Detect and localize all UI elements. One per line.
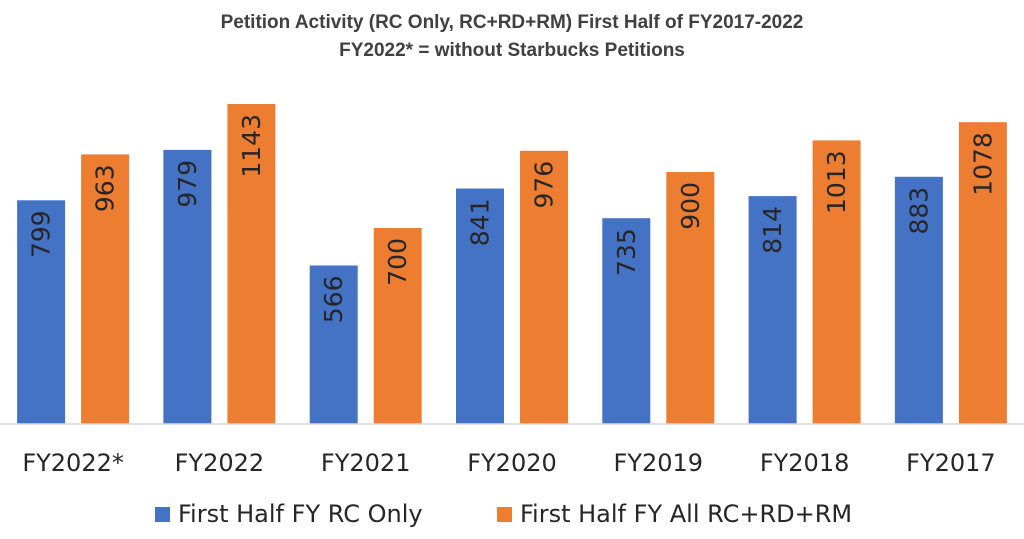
bar-fy2018-series-2 [812, 140, 861, 424]
bar-fy2020-series-1 [456, 188, 504, 424]
chart-title: Petition Activity (RC Only, RC+RD+RM) Fi… [221, 12, 804, 33]
bar-fy2019-series-2 [666, 172, 715, 424]
data-label-fy2022-series-2: 1143 [237, 114, 266, 178]
data-label-fy2022-star-series-1: 799 [27, 210, 56, 258]
x-tick-label: FY2022* [22, 449, 124, 477]
data-label-fy2020-series-1: 841 [466, 199, 495, 247]
x-tick-labels-group: FY2022* FY2022 FY2021 FY2020 FY2019 FY2018 FY2… [22, 449, 995, 477]
data-labels-group: 799 963 979 1143 566 700 841 976 735 900 814 1013 88… [27, 114, 998, 323]
bar-fy2017-series-2 [958, 122, 1007, 424]
data-label-fy2018-series-2: 1013 [822, 150, 851, 214]
bar-fy2018-series-1 [748, 196, 797, 424]
legend-swatch-series-2 [497, 507, 512, 522]
bar-fy2022-series-1 [163, 149, 212, 424]
chart-subtitle: FY2022* = without Starbucks Petitions [339, 40, 685, 61]
data-label-fy2017-series-1: 883 [904, 187, 933, 235]
data-label-fy2022-series-1: 979 [173, 160, 202, 208]
data-label-fy2022-star-series-2: 963 [91, 164, 120, 212]
x-tick-label: FY2022 [175, 449, 265, 477]
bars-group [17, 104, 1007, 425]
bar-fy2017-series-1 [894, 176, 943, 424]
bar-fy2022-star-series-2 [81, 154, 130, 424]
legend: First Half FY RC Only First Half FY All R… [155, 500, 852, 528]
data-label-fy2019-series-2: 900 [676, 182, 705, 230]
bar-fy2019-series-1 [602, 218, 651, 424]
x-tick-label: FY2019 [614, 449, 704, 477]
x-tick-label: FY2021 [321, 449, 411, 477]
bar-fy2021-series-1 [309, 265, 358, 424]
bar-fy2022-series-2 [227, 104, 276, 424]
x-tick-label: FY2017 [906, 449, 996, 477]
data-label-fy2018-series-1: 814 [758, 206, 787, 254]
x-tick-label: FY2020 [467, 449, 557, 477]
bar-fy2022-star-series-1 [17, 200, 66, 424]
data-label-fy2021-series-2: 700 [383, 238, 412, 286]
bar-fy2020-series-2 [520, 150, 568, 425]
legend-label-series-2: First Half FY All RC+RD+RM [520, 500, 852, 528]
data-label-fy2020-series-2: 976 [530, 161, 559, 209]
data-label-fy2019-series-1: 735 [612, 228, 641, 276]
data-label-fy2021-series-1: 566 [319, 276, 348, 324]
data-label-fy2017-series-2: 1078 [968, 132, 997, 196]
x-tick-label: FY2018 [760, 449, 850, 477]
legend-swatch-series-1 [155, 507, 170, 522]
bar-fy2021-series-2 [373, 228, 422, 424]
legend-label-series-1: First Half FY RC Only [178, 500, 423, 528]
